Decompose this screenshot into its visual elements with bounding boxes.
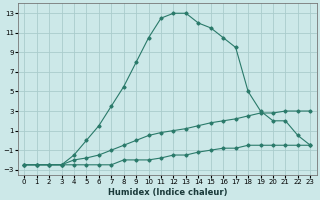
X-axis label: Humidex (Indice chaleur): Humidex (Indice chaleur): [108, 188, 227, 197]
